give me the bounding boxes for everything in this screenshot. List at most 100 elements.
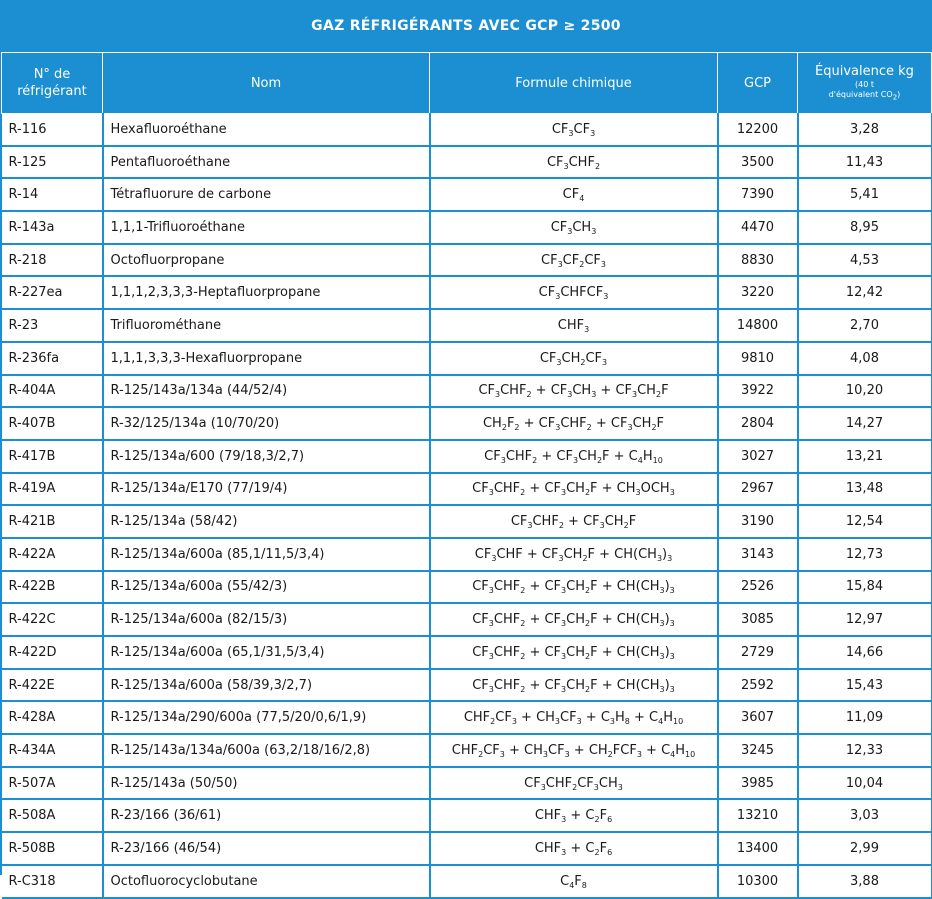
formula-subscript: 6 xyxy=(607,847,613,857)
formula-text: CF xyxy=(550,219,568,235)
formula-text: CH xyxy=(566,579,585,595)
formula-text: CF xyxy=(539,350,557,366)
formula-text: CH xyxy=(572,383,592,399)
formula-text: F + C xyxy=(602,448,638,464)
formula-text: + C xyxy=(641,742,671,758)
formula-text: ) xyxy=(664,612,670,628)
cell-formula: CHF3 xyxy=(429,309,719,343)
formula-text: CH xyxy=(637,383,656,399)
formula-text: CF xyxy=(546,154,564,170)
formula-text: F + CH(CH xyxy=(587,546,657,562)
table-row: R-227ea 1,1,1,2,3,3,3-Heptafluorpropane CF… xyxy=(1,276,932,311)
formula-text: CF xyxy=(495,710,512,726)
formula-text: CF xyxy=(472,481,489,497)
cell-gcp: 7390 xyxy=(717,178,799,213)
cell-refrigerant-number: R-23 xyxy=(1,309,104,343)
formula-text: H xyxy=(663,710,673,726)
cell-formula: CF3CHF2 + CF3CH2F + CH(CH3)3 xyxy=(429,668,719,703)
formula-subscript: 2 xyxy=(607,749,613,759)
formula-subscript: 2 xyxy=(514,423,520,433)
formula-subscript: 3 xyxy=(540,782,546,792)
formula-subscript: 3 xyxy=(635,488,641,498)
formula-subscript: 3 xyxy=(627,423,633,433)
formula-text: CHF xyxy=(493,677,521,693)
cell-refrigerant-number: R-116 xyxy=(1,113,104,147)
cell-name: Octofluorocyclobutane xyxy=(102,864,431,899)
formula-subscript: 8 xyxy=(624,717,630,727)
formula-subscript: 3 xyxy=(632,390,638,400)
cell-formula: CF3CHF2CF3CH3 xyxy=(429,766,719,801)
formula-subscript: 3 xyxy=(561,815,567,825)
formula-subscript: 2 xyxy=(579,259,585,269)
formula-subscript: 3 xyxy=(542,749,548,759)
cell-refrigerant-number: R-125 xyxy=(1,145,104,180)
formula-text: CF xyxy=(562,252,580,268)
formula-subscript: 3 xyxy=(659,684,665,694)
cell-name: 1,1,1-Trifluoroéthane xyxy=(102,211,431,245)
header-equivalence-line3-text: d'équivalent CO xyxy=(828,90,893,100)
table-row: R-419A R-125/134a/E170 (77/19/4) CF3CHF2 +… xyxy=(1,472,932,507)
cell-name: R-125/134a/600a (82/15/3) xyxy=(102,603,431,637)
formula-subscript: 3 xyxy=(488,619,494,629)
cell-refrigerant-number: R-422B xyxy=(1,570,104,605)
cell-gcp: 3220 xyxy=(717,276,799,311)
refrigerant-table: N° de réfrigérant Nom Formule chimique G… xyxy=(1,52,932,899)
header-number: N° de réfrigérant xyxy=(1,52,103,114)
cell-gcp: 12200 xyxy=(717,113,799,147)
formula-subscript: 3 xyxy=(636,749,642,759)
cell-formula: CF3CHF2 + CF3CH2F + CH(CH3)3 xyxy=(429,603,719,637)
cell-gcp: 3985 xyxy=(717,766,799,801)
formula-subscript: 4 xyxy=(637,455,643,465)
cell-equivalence: 3,88 xyxy=(797,864,932,899)
header-equivalence-line3: d'équivalent CO2) xyxy=(802,90,927,103)
cell-equivalence: 4,08 xyxy=(797,341,932,376)
cell-gcp: 14800 xyxy=(717,309,799,343)
cell-refrigerant-number: R-218 xyxy=(1,243,104,278)
cell-equivalence: 10,04 xyxy=(797,766,932,801)
cell-equivalence: 3,28 xyxy=(797,113,932,147)
formula-text: H xyxy=(615,710,625,726)
cell-equivalence: 12,42 xyxy=(797,276,932,311)
formula-subscript: 2 xyxy=(532,455,538,465)
formula-subscript: 3 xyxy=(555,423,561,433)
formula-text: CH xyxy=(482,416,502,432)
formula-subscript: 3 xyxy=(488,586,494,596)
formula-subscript: 2 xyxy=(558,521,564,531)
formula-subscript: 4 xyxy=(670,749,676,759)
formula-subscript: 2 xyxy=(651,423,657,433)
table-title: GAZ RÉFRIGÉRANTS AVEC GCP ≥ 2500 xyxy=(0,0,932,52)
cell-equivalence: 2,99 xyxy=(797,832,932,866)
table-row: R-218 Octofluorpropane CF3CF2CF3 8830 4,53 xyxy=(1,243,932,278)
formula-text: F xyxy=(628,514,637,530)
formula-text: + C xyxy=(581,710,610,726)
cell-formula: CF3CHF2 + CF3CH2F + C4H10 xyxy=(429,439,719,474)
cell-formula: CF3CHF2 + CF3CH2F + CH(CH3)3 xyxy=(429,636,719,670)
formula-text: + CF xyxy=(519,416,556,432)
formula-text: CH xyxy=(566,612,585,628)
formula-subscript: 2 xyxy=(520,586,526,596)
formula-subscript: 4 xyxy=(658,717,664,727)
cell-refrigerant-number: R-507A xyxy=(1,766,104,801)
formula-subscript: 2 xyxy=(584,651,591,661)
formula-subscript: 2 xyxy=(586,423,592,433)
cell-refrigerant-number: R-419A xyxy=(1,472,104,507)
cell-formula: CF3CH2CF3 xyxy=(429,341,719,376)
formula-text: CH xyxy=(632,416,652,432)
formula-text: F + CH xyxy=(590,481,636,497)
cell-equivalence: 11,43 xyxy=(797,145,932,180)
formula-text: CF xyxy=(472,579,489,595)
formula-text: + CF xyxy=(525,644,562,660)
cell-equivalence: 12,33 xyxy=(797,734,932,768)
formula-text: CHF xyxy=(493,644,521,660)
table-header-row: N° de réfrigérant Nom Formule chimique G… xyxy=(1,52,932,114)
cell-name: R-125/143a (50/50) xyxy=(102,766,431,801)
cell-formula: CHF3 + C2F6 xyxy=(429,799,719,834)
formula-subscript: 6 xyxy=(607,815,613,825)
formula-text: ) xyxy=(664,644,670,660)
formula-text: CHF xyxy=(451,742,479,758)
formula-text: F xyxy=(574,873,582,889)
formula-subscript: 10 xyxy=(652,455,663,465)
formula-text: + CF xyxy=(563,514,600,530)
cell-equivalence: 14,66 xyxy=(797,636,932,670)
formula-subscript: 3 xyxy=(584,324,590,334)
